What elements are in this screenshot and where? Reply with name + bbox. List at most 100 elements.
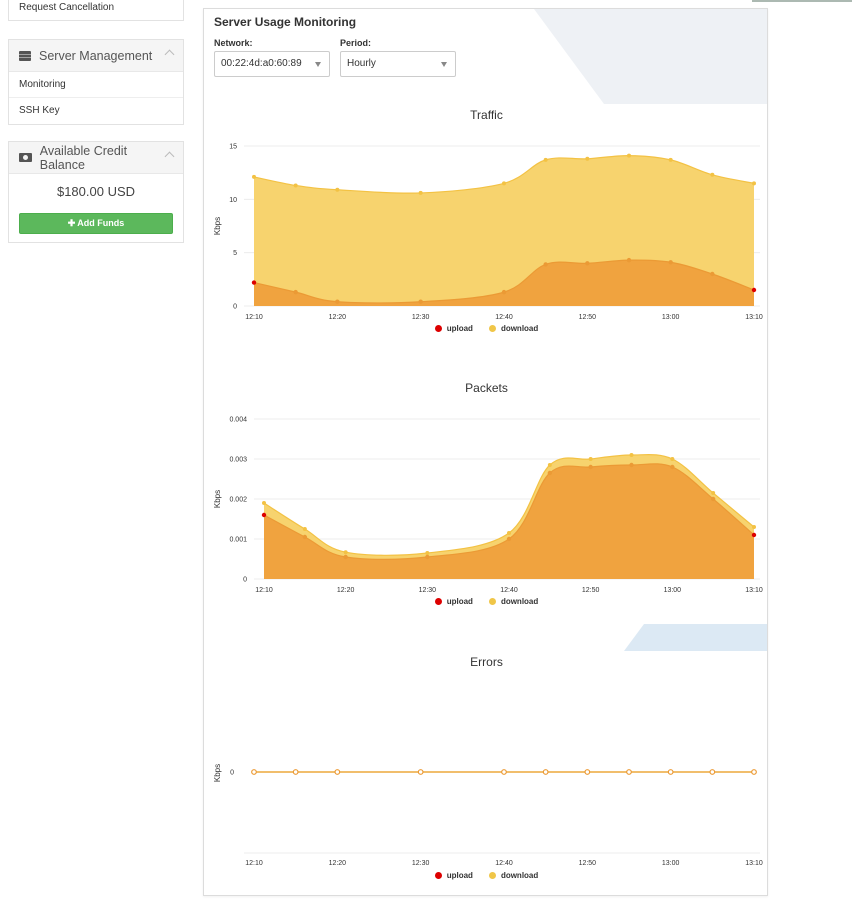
upload-point[interactable] [425, 554, 430, 560]
download-point[interactable] [711, 491, 716, 495]
upload-point[interactable] [251, 769, 257, 775]
download-point[interactable] [547, 463, 552, 467]
sidebar-item-request-cancellation[interactable]: Request Cancellation [19, 2, 115, 13]
y-tick-label: 0.004 [229, 417, 247, 424]
download-line [253, 154, 755, 194]
download-dot-icon [488, 598, 496, 605]
upload-point[interactable] [751, 769, 757, 775]
upload-point[interactable] [501, 769, 507, 775]
upload-point[interactable] [251, 280, 257, 285]
caret-down-icon [315, 62, 321, 67]
upload-point[interactable] [585, 261, 590, 266]
period-select[interactable]: Hourly [340, 51, 456, 77]
x-tick-label: 13:00 [662, 860, 680, 867]
upload-point[interactable] [418, 299, 423, 304]
legend-download[interactable]: download [488, 597, 539, 606]
upload-point[interactable] [501, 289, 507, 295]
money-icon [19, 153, 32, 162]
legend-download[interactable]: download [488, 324, 539, 333]
legend-download[interactable]: download [488, 871, 539, 880]
upload-point[interactable] [302, 534, 308, 540]
download-point[interactable] [262, 501, 266, 505]
y-axis-label: Kbps [213, 764, 222, 782]
download-point[interactable] [425, 551, 430, 555]
download-point[interactable] [752, 181, 756, 186]
upload-point[interactable] [588, 464, 593, 470]
upload-point[interactable] [626, 257, 632, 263]
credit-balance-header[interactable]: Available Credit Balance [9, 142, 183, 174]
period-label: Period: [340, 38, 372, 48]
x-tick-label: 13:10 [745, 587, 763, 594]
sidebar-item-monitoring[interactable]: Monitoring [9, 72, 183, 98]
upload-point[interactable] [668, 260, 673, 265]
download-point[interactable] [502, 181, 506, 186]
legend-upload[interactable]: upload [434, 871, 473, 880]
upload-point[interactable] [417, 769, 424, 775]
x-tick-label: 12:10 [245, 314, 263, 321]
x-tick-label: 12:20 [329, 860, 347, 867]
download-point[interactable] [710, 172, 715, 177]
sidebar: Request Cancellation Server Management M… [8, 0, 184, 252]
download-point[interactable] [752, 525, 756, 529]
legend-download-label: download [500, 871, 539, 880]
upload-point[interactable] [670, 464, 675, 470]
upload-point[interactable] [334, 769, 341, 775]
download-point[interactable] [627, 153, 631, 158]
x-tick-label: 12:40 [500, 587, 518, 594]
download-point[interactable] [629, 453, 634, 457]
credit-balance-panel: Available Credit Balance $180.00 USD ✚ Ad… [8, 141, 184, 243]
traffic-legend: upload download [204, 324, 767, 333]
upload-point[interactable] [751, 532, 757, 538]
traffic-chart-svg: Kbps 0 5 10 15 12:10 12:20 12:30 12:40 12:50 13:00… [213, 144, 763, 322]
upload-point[interactable] [667, 769, 674, 775]
upload-point[interactable] [751, 287, 757, 293]
upload-point[interactable] [709, 769, 716, 775]
upload-area [264, 463, 754, 579]
sidebar-item-ssh-key[interactable]: SSH Key [19, 105, 60, 116]
download-point[interactable] [670, 457, 675, 461]
x-tick-label: 12:20 [329, 314, 347, 321]
traffic-chart: Traffic Kbps 0 5 10 15 12:10 12:20 12:30 12:40 12… [204, 106, 767, 346]
packets-legend: upload download [204, 597, 767, 606]
x-tick-label: 12:50 [579, 314, 597, 321]
download-point[interactable] [507, 531, 511, 535]
download-point[interactable] [668, 157, 673, 162]
upload-point[interactable] [542, 769, 549, 775]
upload-point[interactable] [293, 289, 298, 295]
network-select[interactable]: 00:22:4d:a0:60:89 [214, 51, 330, 77]
upload-point[interactable] [543, 262, 548, 267]
upload-point[interactable] [506, 536, 512, 542]
upload-point[interactable] [292, 769, 299, 775]
upload-point[interactable] [343, 554, 348, 560]
download-point[interactable] [302, 527, 307, 531]
download-point[interactable] [418, 190, 423, 195]
upload-point[interactable] [629, 462, 634, 468]
legend-download-label: download [500, 324, 539, 333]
download-point[interactable] [293, 183, 298, 188]
add-funds-button[interactable]: ✚ Add Funds [19, 213, 173, 234]
download-point[interactable] [543, 157, 548, 162]
upload-point[interactable] [584, 769, 591, 775]
upload-dot-icon [434, 872, 442, 879]
upload-point[interactable] [710, 271, 715, 277]
download-point[interactable] [252, 174, 256, 179]
download-point[interactable] [335, 187, 340, 192]
download-line [263, 453, 755, 556]
download-point[interactable] [585, 156, 590, 161]
upload-point[interactable] [626, 769, 632, 775]
add-funds-label: Add Funds [77, 218, 125, 228]
x-tick-label: 12:40 [495, 314, 513, 321]
upload-point[interactable] [335, 299, 340, 304]
legend-download-label: download [500, 597, 539, 606]
upload-point[interactable] [261, 512, 267, 518]
legend-upload[interactable]: upload [434, 597, 473, 606]
upload-point[interactable] [547, 470, 553, 476]
upload-point[interactable] [710, 496, 716, 502]
download-point[interactable] [343, 550, 348, 555]
legend-upload[interactable]: upload [434, 324, 473, 333]
x-tick-label: 12:30 [412, 314, 430, 321]
chevron-up-icon[interactable] [164, 49, 175, 60]
server-management-header[interactable]: Server Management [9, 40, 183, 72]
download-point[interactable] [588, 457, 593, 461]
network-value: 00:22:4d:a0:60:89 [221, 58, 302, 69]
